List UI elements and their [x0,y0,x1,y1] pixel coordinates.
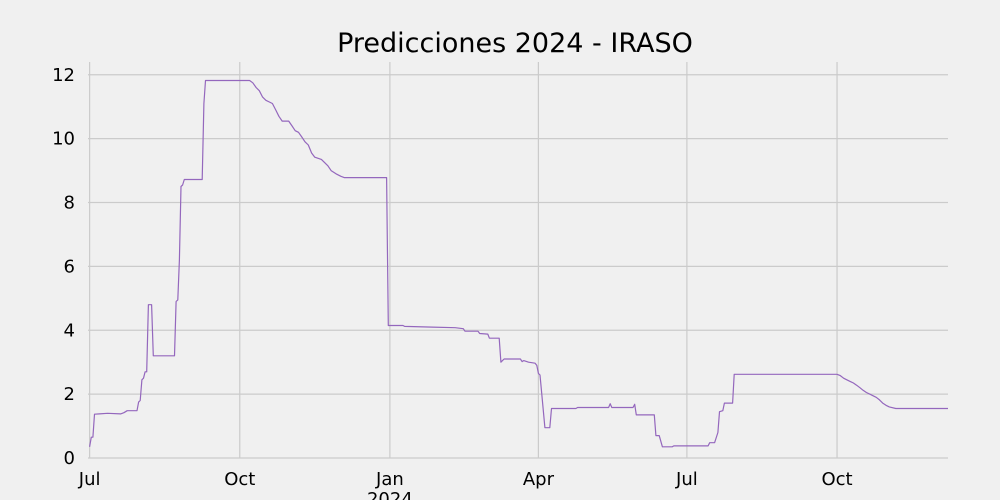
x-tick-year-label: 2024 [367,489,413,500]
y-tick-label: 6 [64,256,75,277]
y-tick-label: 2 [64,384,75,405]
y-tick-label: 4 [64,320,75,341]
x-tick-label: Oct [224,469,255,490]
y-tick-label: 12 [52,65,75,86]
y-tick-label: 0 [64,448,75,469]
series-line [89,79,948,448]
x-tick-label: Jan [375,469,404,490]
x-tick-label: Jul [78,469,101,490]
y-tick-label: 10 [52,129,75,150]
y-tick-label: 8 [64,193,75,214]
x-tick-label: Jul [675,469,698,490]
x-tick-label: Oct [821,469,852,490]
chart-title: Predicciones 2024 - IRASO [337,28,693,59]
grid [88,62,948,459]
x-tick-label: Apr [523,469,555,490]
series-group [89,79,948,448]
